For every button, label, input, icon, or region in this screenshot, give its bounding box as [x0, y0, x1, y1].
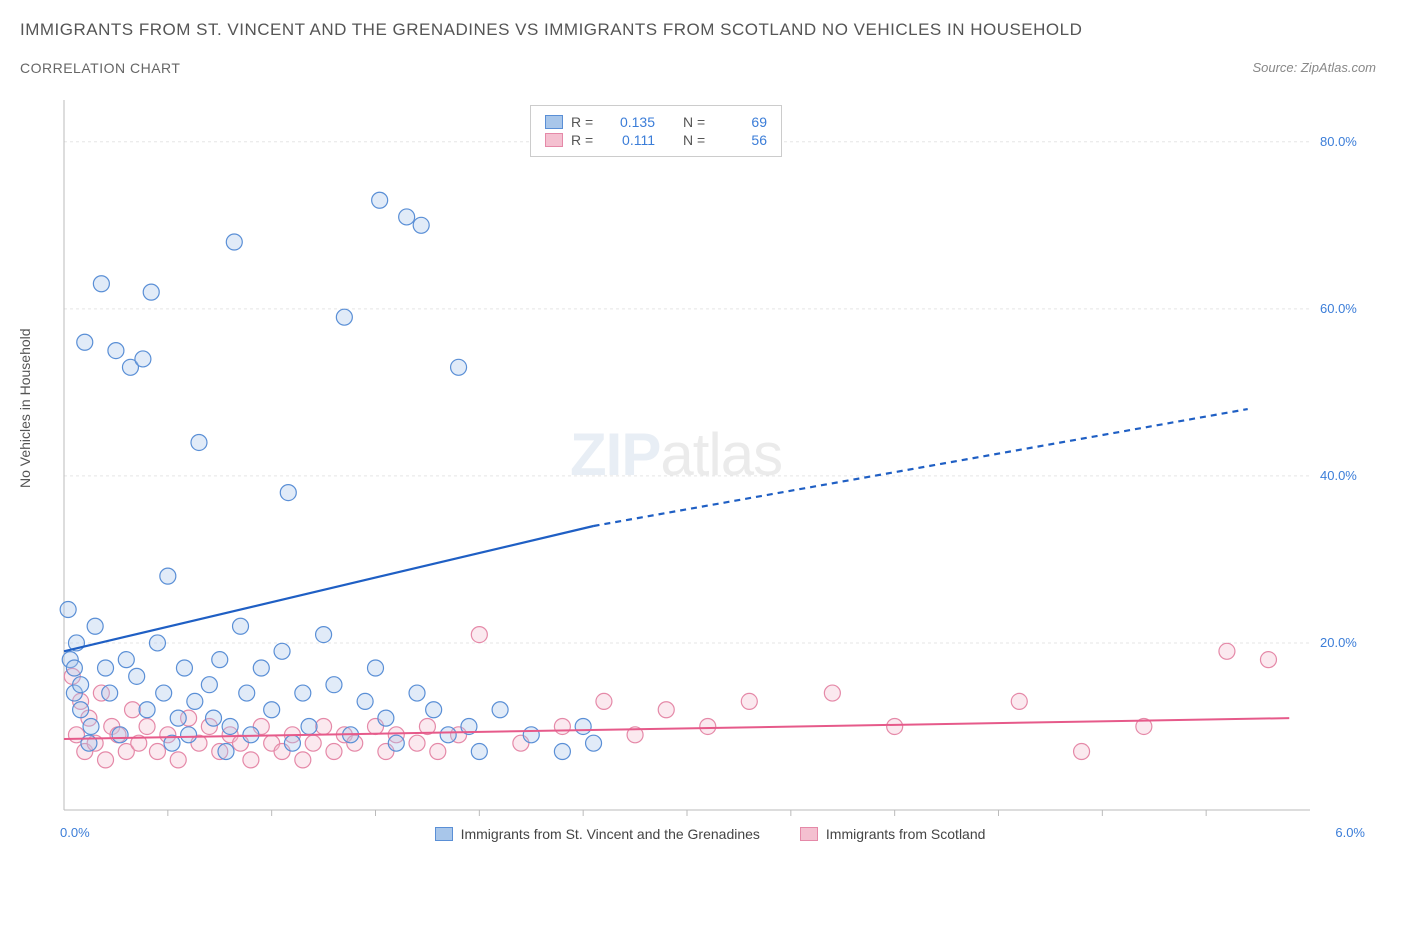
svg-text:20.0%: 20.0% [1320, 635, 1357, 650]
chart-title: IMMIGRANTS FROM ST. VINCENT AND THE GREN… [20, 20, 1082, 40]
legend-item-2: Immigrants from Scotland [800, 826, 986, 842]
stats-row-series-2: R = 0.111 N = 56 [545, 132, 767, 148]
y-axis-label: No Vehicles in Household [17, 328, 33, 488]
legend-label-2: Immigrants from Scotland [826, 826, 986, 842]
svg-text:60.0%: 60.0% [1320, 301, 1357, 316]
legend-swatch-1 [435, 827, 453, 841]
n-value-2: 56 [719, 132, 767, 148]
svg-text:40.0%: 40.0% [1320, 468, 1357, 483]
n-label: N = [683, 132, 711, 148]
stats-row-series-1: R = 0.135 N = 69 [545, 114, 767, 130]
scatter-plot: 20.0% 40.0% 60.0% 80.0% [50, 100, 1370, 860]
chart-subtitle: CORRELATION CHART [20, 60, 180, 76]
r-value-1: 0.135 [607, 114, 655, 130]
stats-legend-box: R = 0.135 N = 69 R = 0.111 N = 56 [530, 105, 782, 157]
r-label: R = [571, 114, 599, 130]
r-label: R = [571, 132, 599, 148]
r-value-2: 0.111 [607, 132, 655, 148]
bottom-legend: Immigrants from St. Vincent and the Gren… [50, 826, 1370, 842]
legend-label-1: Immigrants from St. Vincent and the Gren… [461, 826, 760, 842]
swatch-series-1 [545, 115, 563, 129]
legend-swatch-2 [800, 827, 818, 841]
source-attribution: Source: ZipAtlas.com [1252, 60, 1376, 75]
swatch-series-2 [545, 133, 563, 147]
chart-area: No Vehicles in Household 20.0%40.0%60.0%… [50, 100, 1370, 860]
n-label: N = [683, 114, 711, 130]
legend-item-1: Immigrants from St. Vincent and the Gren… [435, 826, 760, 842]
svg-text:80.0%: 80.0% [1320, 134, 1357, 149]
n-value-1: 69 [719, 114, 767, 130]
